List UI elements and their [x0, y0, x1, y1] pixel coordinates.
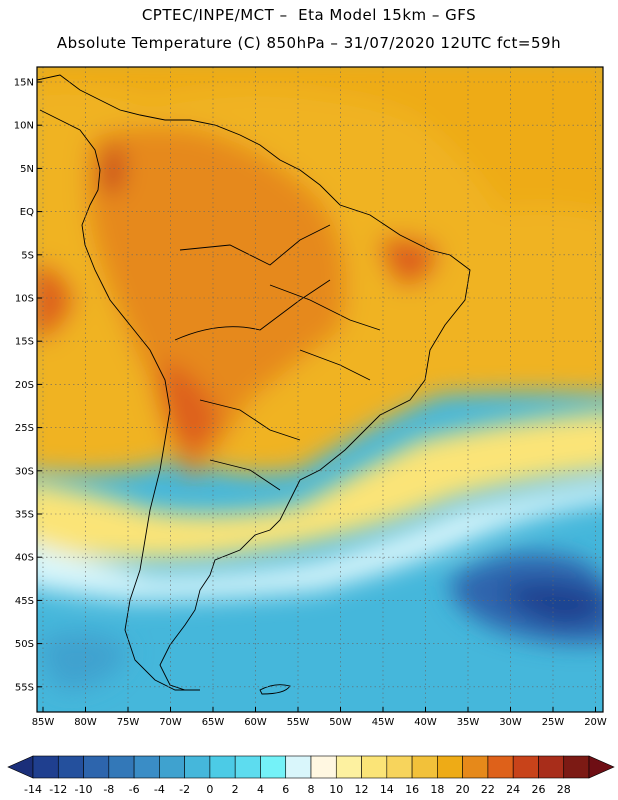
colorbar-label: 18: [430, 783, 444, 796]
lat-label: 40S: [15, 553, 34, 564]
colorbar-label: -2: [179, 783, 190, 796]
lon-label: 45W: [372, 717, 395, 728]
colorbar-swatch: [386, 755, 413, 779]
lon-label: 25W: [542, 717, 565, 728]
lat-label: 15S: [15, 337, 34, 348]
colorbar-label: -12: [49, 783, 67, 796]
colorbar-label: 28: [557, 783, 571, 796]
colorbar-label: 26: [531, 783, 545, 796]
map-frame: [36, 66, 604, 713]
lon-label: 20W: [584, 717, 607, 728]
colorbar-swatch: [411, 755, 438, 779]
lon-label: 85W: [32, 717, 55, 728]
lon-label: 55W: [287, 717, 310, 728]
colorbar: -14 -12 -10 -8 -6 -4 -2 0 2 4 6 8 10 12 14 16 18 20 22 24 26…: [7, 755, 615, 796]
lat-label: 5N: [20, 164, 34, 175]
lat-label: 30S: [15, 466, 34, 477]
colorbar-under-arrow: [7, 755, 34, 779]
colorbar-swatch: [563, 755, 590, 779]
colorbar-label: 6: [282, 783, 289, 796]
colorbar-label: 8: [308, 783, 315, 796]
colorbar-label: 4: [257, 783, 264, 796]
latitude-labels: 15N 10N 5N EQ 5S 10S 15S 20S 25S 30S 35S 40S 45S 50S 5…: [14, 78, 34, 694]
lat-label: 55S: [15, 682, 34, 693]
colorbar-swatch: [462, 755, 489, 779]
colorbar-swatch: [538, 755, 565, 779]
colorbar-label: 14: [380, 783, 394, 796]
colorbar-swatch: [184, 755, 211, 779]
lat-label: 10S: [15, 294, 34, 305]
map-subtitle: Absolute Temperature (C) 850hPa – 31/07/…: [56, 34, 562, 52]
lat-label: 45S: [15, 596, 34, 607]
colorbar-swatch: [310, 755, 337, 779]
lon-label: 30W: [499, 717, 522, 728]
colorbar-label: 0: [206, 783, 213, 796]
colorbar-swatch: [260, 755, 287, 779]
colorbar-label: -8: [103, 783, 114, 796]
colorbar-label: -4: [154, 783, 165, 796]
colorbar-swatch: [209, 755, 236, 779]
lat-label: 25S: [15, 423, 34, 434]
colorbar-swatch: [487, 755, 514, 779]
map-title: CPTEC/INPE/MCT – Eta Model 15km – GFS: [141, 6, 477, 24]
lon-label: 75W: [117, 717, 140, 728]
colorbar-swatch: [234, 755, 261, 779]
colorbar-swatch: [83, 755, 110, 779]
lon-label: 65W: [202, 717, 225, 728]
colorbar-label: 16: [405, 783, 419, 796]
colorbar-label: -10: [75, 783, 93, 796]
lon-label: 35W: [457, 717, 480, 728]
lat-label: 20S: [15, 380, 34, 391]
lon-label: 70W: [159, 717, 182, 728]
colorbar-label: 24: [506, 783, 520, 796]
colorbar-label: 10: [329, 783, 343, 796]
colorbar-swatch: [133, 755, 160, 779]
lon-label: 50W: [329, 717, 352, 728]
longitude-labels: 85W 80W 75W 70W 65W 60W 55W 50W 45W 40W 35W 30W 25W 2…: [32, 717, 607, 728]
lat-label: 10N: [14, 121, 34, 132]
colorbar-label: -14: [24, 783, 42, 796]
colorbar-label: 20: [456, 783, 470, 796]
colorbar-swatch: [32, 755, 59, 779]
coastline-outline: [36, 74, 471, 695]
lat-label: 15N: [14, 78, 34, 89]
colorbar-over-arrow: [588, 755, 615, 779]
colorbar-swatch: [159, 755, 185, 779]
lon-label: 60W: [244, 717, 267, 728]
lat-label: 35S: [15, 510, 34, 521]
lat-label: EQ: [20, 207, 34, 218]
colorbar-swatch: [285, 755, 312, 779]
lat-label: 5S: [21, 250, 34, 261]
colorbar-swatch: [437, 755, 463, 779]
colorbar-label: 22: [481, 783, 495, 796]
lon-label: 80W: [74, 717, 97, 728]
colorbar-label: 2: [232, 783, 239, 796]
colorbar-swatch: [361, 755, 388, 779]
lon-label: 40W: [414, 717, 437, 728]
colorbar-swatch: [512, 755, 539, 779]
colorbar-swatch: [335, 755, 362, 779]
lat-lon-grid: [37, 67, 603, 712]
colorbar-swatch: [57, 755, 84, 779]
colorbar-swatch: [108, 755, 135, 779]
temperature-field: [37, 67, 603, 712]
lat-label: 50S: [15, 639, 34, 650]
colorbar-label: 12: [355, 783, 369, 796]
colorbar-label: -6: [129, 783, 140, 796]
